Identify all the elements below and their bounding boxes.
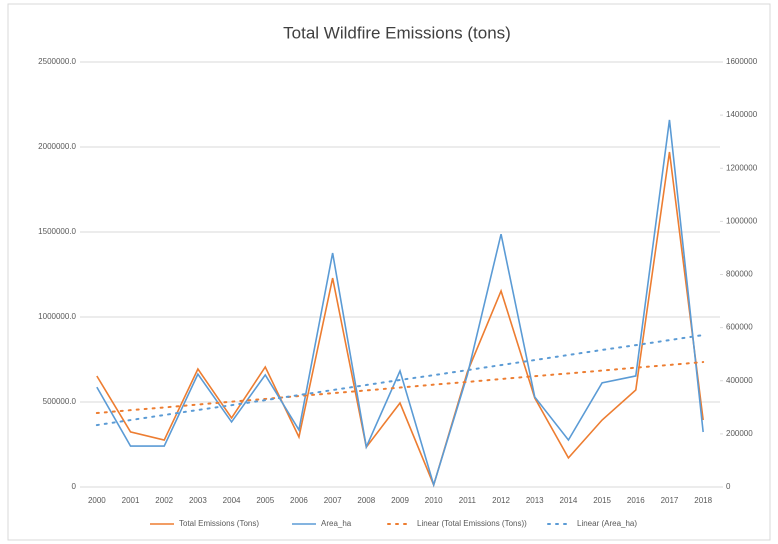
x-tick-label: 2006 xyxy=(290,496,308,505)
legend-label: Linear (Area_ha) xyxy=(577,519,637,528)
x-tick-label: 2012 xyxy=(492,496,510,505)
y2-tick-label: 200000 xyxy=(726,429,753,438)
x-tick-label: 2011 xyxy=(459,496,477,505)
y2-tick-label: 0 xyxy=(726,482,731,491)
y2-tick-label: 600000 xyxy=(726,323,753,332)
y2-tick-label: 1000000 xyxy=(726,216,758,225)
x-tick-label: 2010 xyxy=(425,496,443,505)
y2-tick-label: 400000 xyxy=(726,376,753,385)
x-tick-label: 2000 xyxy=(88,496,106,505)
series-line xyxy=(96,151,704,488)
x-tick-label: 2018 xyxy=(694,496,712,505)
x-tick-label: 2007 xyxy=(324,496,342,505)
series-line xyxy=(95,334,705,427)
x-tick-label: 2003 xyxy=(189,496,207,505)
x-tick-label: 2017 xyxy=(661,496,679,505)
y2-tick-label: 1600000 xyxy=(726,57,758,66)
series-line xyxy=(96,119,704,488)
legend-label: Area_ha xyxy=(321,519,352,528)
y2-tick-label: 1400000 xyxy=(726,110,758,119)
x-tick-label: 2016 xyxy=(627,496,645,505)
y-tick-label: 2000000.0 xyxy=(38,142,76,151)
legend-label: Total Emissions (Tons) xyxy=(179,519,259,528)
legend-label: Linear (Total Emissions (Tons)) xyxy=(417,519,527,528)
x-tick-label: 2013 xyxy=(526,496,544,505)
chart-frame xyxy=(7,3,771,541)
y-tick-label: 0 xyxy=(72,482,77,491)
x-tick-label: 2008 xyxy=(357,496,375,505)
x-tick-label: 2005 xyxy=(256,496,274,505)
series-line xyxy=(95,361,705,415)
y2-tick-label: 1200000 xyxy=(726,163,758,172)
x-tick-label: 2002 xyxy=(155,496,173,505)
chart-title: Total Wildfire Emissions (tons) xyxy=(283,23,511,42)
y-tick-label: 1500000.0 xyxy=(38,227,76,236)
y-tick-label: 1000000.0 xyxy=(38,312,76,321)
x-tick-label: 2001 xyxy=(122,496,140,505)
x-tick-label: 2004 xyxy=(223,496,241,505)
x-tick-label: 2015 xyxy=(593,496,611,505)
y-tick-label: 2500000.0 xyxy=(38,57,76,66)
y2-tick-label: 800000 xyxy=(726,270,753,279)
y-tick-label: 500000.0 xyxy=(43,397,77,406)
x-tick-label: 2014 xyxy=(560,496,578,505)
x-tick-label: 2009 xyxy=(391,496,409,505)
